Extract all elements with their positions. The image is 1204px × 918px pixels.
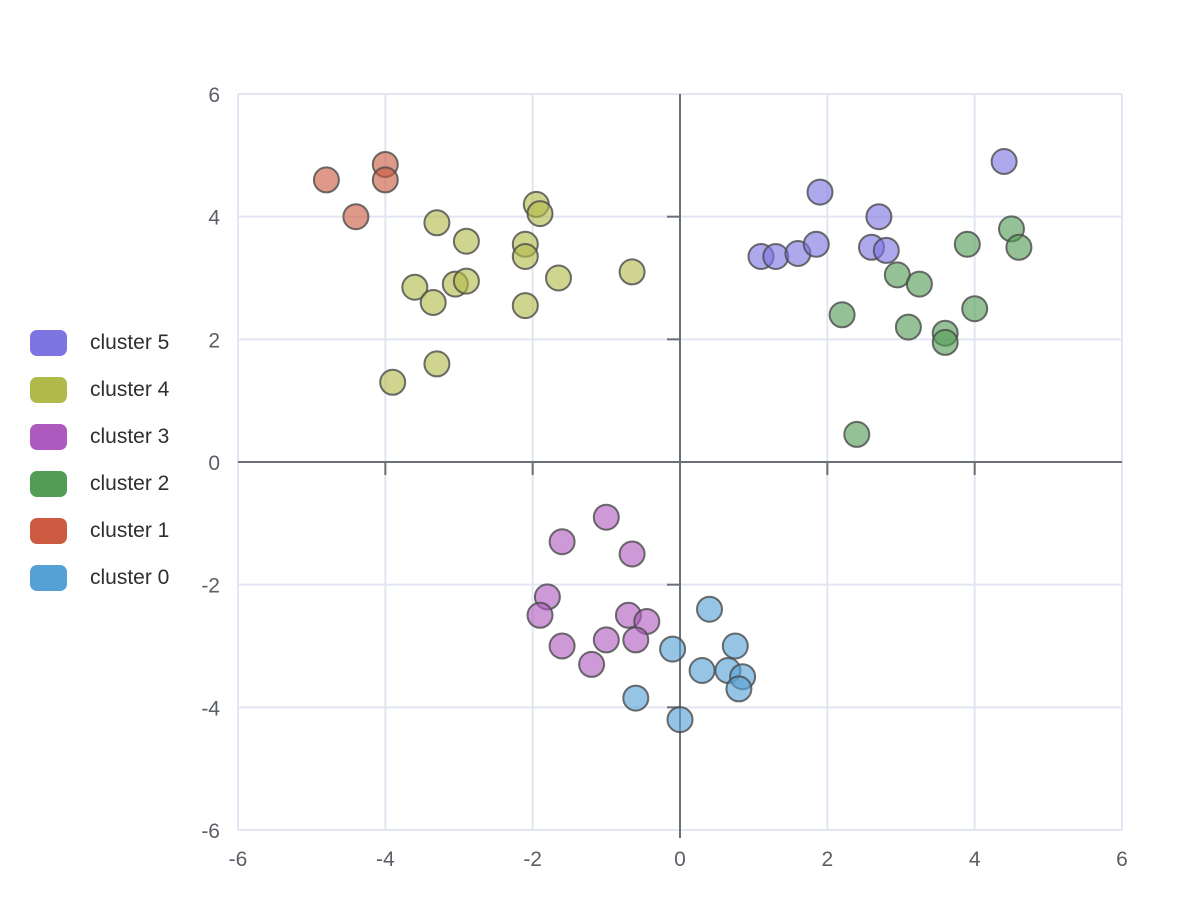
x-tick-label: 4: [969, 848, 981, 871]
legend-swatch: [30, 377, 67, 403]
scatter-point-cluster-4: [545, 264, 572, 292]
scatter-point-cluster-0: [659, 635, 687, 663]
legend-swatch: [30, 471, 67, 497]
x-tick-label: -4: [376, 848, 395, 871]
scatter-point-cluster-1: [312, 166, 340, 194]
legend-item: cluster 2: [30, 471, 169, 497]
legend-item: cluster 1: [30, 518, 169, 544]
scatter-point-cluster-5: [990, 148, 1018, 175]
scatter-point-cluster-2: [931, 328, 959, 356]
y-tick-label: -6: [201, 820, 220, 843]
y-tick-label: 2: [208, 329, 220, 352]
legend-label: cluster 3: [90, 425, 170, 448]
scatter-point-cluster-5: [806, 178, 834, 206]
legend-item: cluster 3: [30, 424, 169, 450]
legend-swatch: [30, 330, 67, 356]
legend-label: cluster 5: [90, 331, 170, 354]
scatter-point-cluster-0: [721, 632, 749, 660]
legend-swatch: [30, 424, 67, 450]
scatter-point-cluster-4: [401, 273, 429, 301]
y-tick-label: -4: [201, 697, 220, 720]
scatter-point-cluster-2: [953, 230, 981, 258]
scatter-point-cluster-4: [511, 292, 539, 320]
scatter-point-cluster-4: [379, 368, 407, 396]
scatter-point-cluster-2: [961, 295, 989, 323]
scatter-point-cluster-0: [666, 706, 694, 734]
legend-swatch: [30, 565, 67, 591]
legend-label: cluster 0: [90, 566, 170, 589]
scatter-point-cluster-4: [511, 243, 539, 270]
scatter-point-cluster-4: [452, 267, 480, 295]
y-tick-label: 4: [208, 207, 220, 230]
legend-item: cluster 4: [30, 377, 169, 403]
scatter-point-cluster-3: [578, 650, 606, 678]
scatter-point-cluster-4: [452, 227, 480, 255]
scatter-point-cluster-3: [622, 626, 650, 654]
scatter-point-cluster-5: [762, 243, 790, 270]
legend-label: cluster 2: [90, 472, 170, 495]
scatter-point-cluster-3: [526, 601, 554, 629]
scatter-point-cluster-1: [342, 203, 370, 231]
y-tick-label: 0: [208, 452, 220, 475]
scatter-point-cluster-4: [618, 258, 646, 286]
scatter-point-cluster-1: [371, 166, 399, 194]
scatter-point-cluster-4: [423, 209, 451, 237]
legend: cluster 5 cluster 4 cluster 3 cluster 2 clus…: [30, 330, 169, 591]
legend-swatch: [30, 518, 67, 544]
legend-item: cluster 5: [30, 330, 169, 356]
scatter-point-cluster-2: [905, 270, 933, 298]
scatter-point-cluster-5: [865, 203, 893, 231]
y-tick-label: 6: [208, 84, 220, 107]
scatter-point-cluster-3: [618, 540, 646, 568]
scatter-point-cluster-4: [419, 289, 447, 316]
scatter-point-cluster-0: [725, 675, 753, 703]
x-tick-label: 0: [674, 848, 686, 871]
legend-label: cluster 4: [90, 378, 170, 401]
scatter-point-cluster-3: [548, 632, 576, 660]
legend-label: cluster 1: [90, 519, 170, 542]
x-tick-label: -2: [523, 848, 542, 871]
scatter-point-cluster-0: [696, 595, 723, 623]
scatter-point-cluster-2: [894, 313, 922, 341]
y-tick-label: -2: [201, 575, 220, 598]
scatter-point-cluster-2: [1005, 233, 1033, 261]
legend-item: cluster 0: [30, 565, 169, 591]
scatter-point-cluster-3: [592, 626, 620, 654]
scatter-point-cluster-5: [872, 236, 900, 264]
scatter-point-cluster-3: [548, 528, 576, 556]
x-tick-label: 2: [821, 848, 833, 871]
scatter-point-cluster-4: [423, 350, 451, 378]
scatter-point-cluster-5: [802, 230, 830, 258]
x-tick-label: 6: [1116, 848, 1128, 871]
scatter-point-cluster-2: [843, 420, 871, 448]
scatter-point-cluster-3: [592, 503, 620, 531]
scatter-point-cluster-0: [688, 657, 716, 684]
x-tick-label: -6: [229, 848, 248, 871]
scatter-point-cluster-4: [526, 200, 554, 228]
scatter-point-cluster-0: [622, 684, 650, 712]
scatter-point-cluster-2: [828, 301, 856, 329]
